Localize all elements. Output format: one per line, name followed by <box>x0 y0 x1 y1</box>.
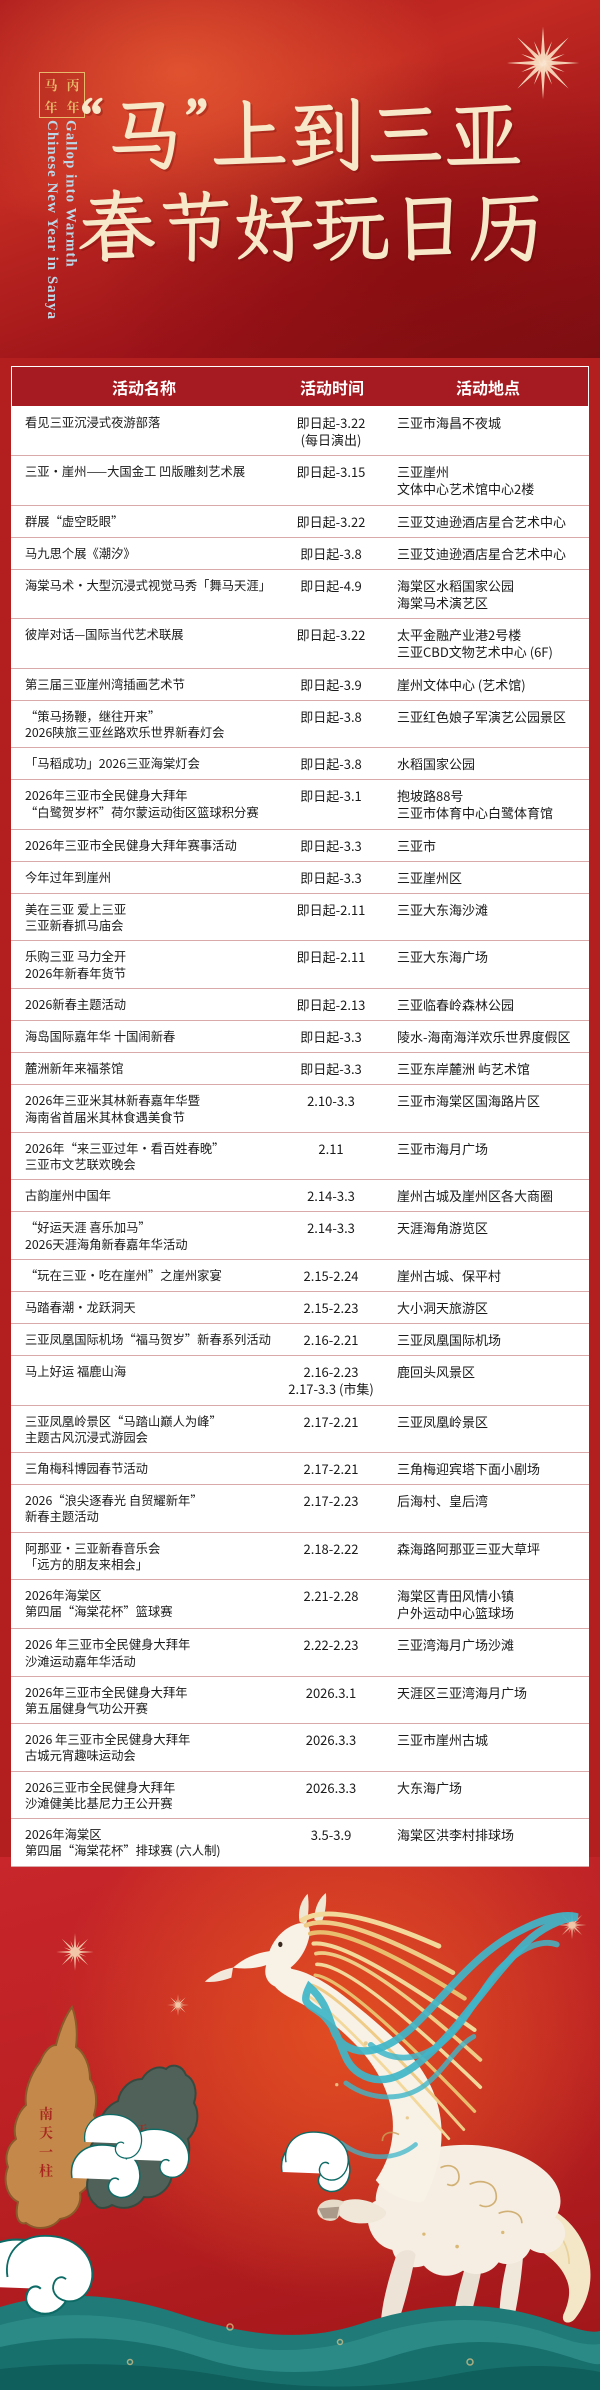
svg-text:天: 天 <box>39 2123 53 2143</box>
svg-text:一: 一 <box>39 2142 53 2162</box>
svg-text:南: 南 <box>39 2104 53 2124</box>
svg-text:柱: 柱 <box>39 2161 53 2181</box>
